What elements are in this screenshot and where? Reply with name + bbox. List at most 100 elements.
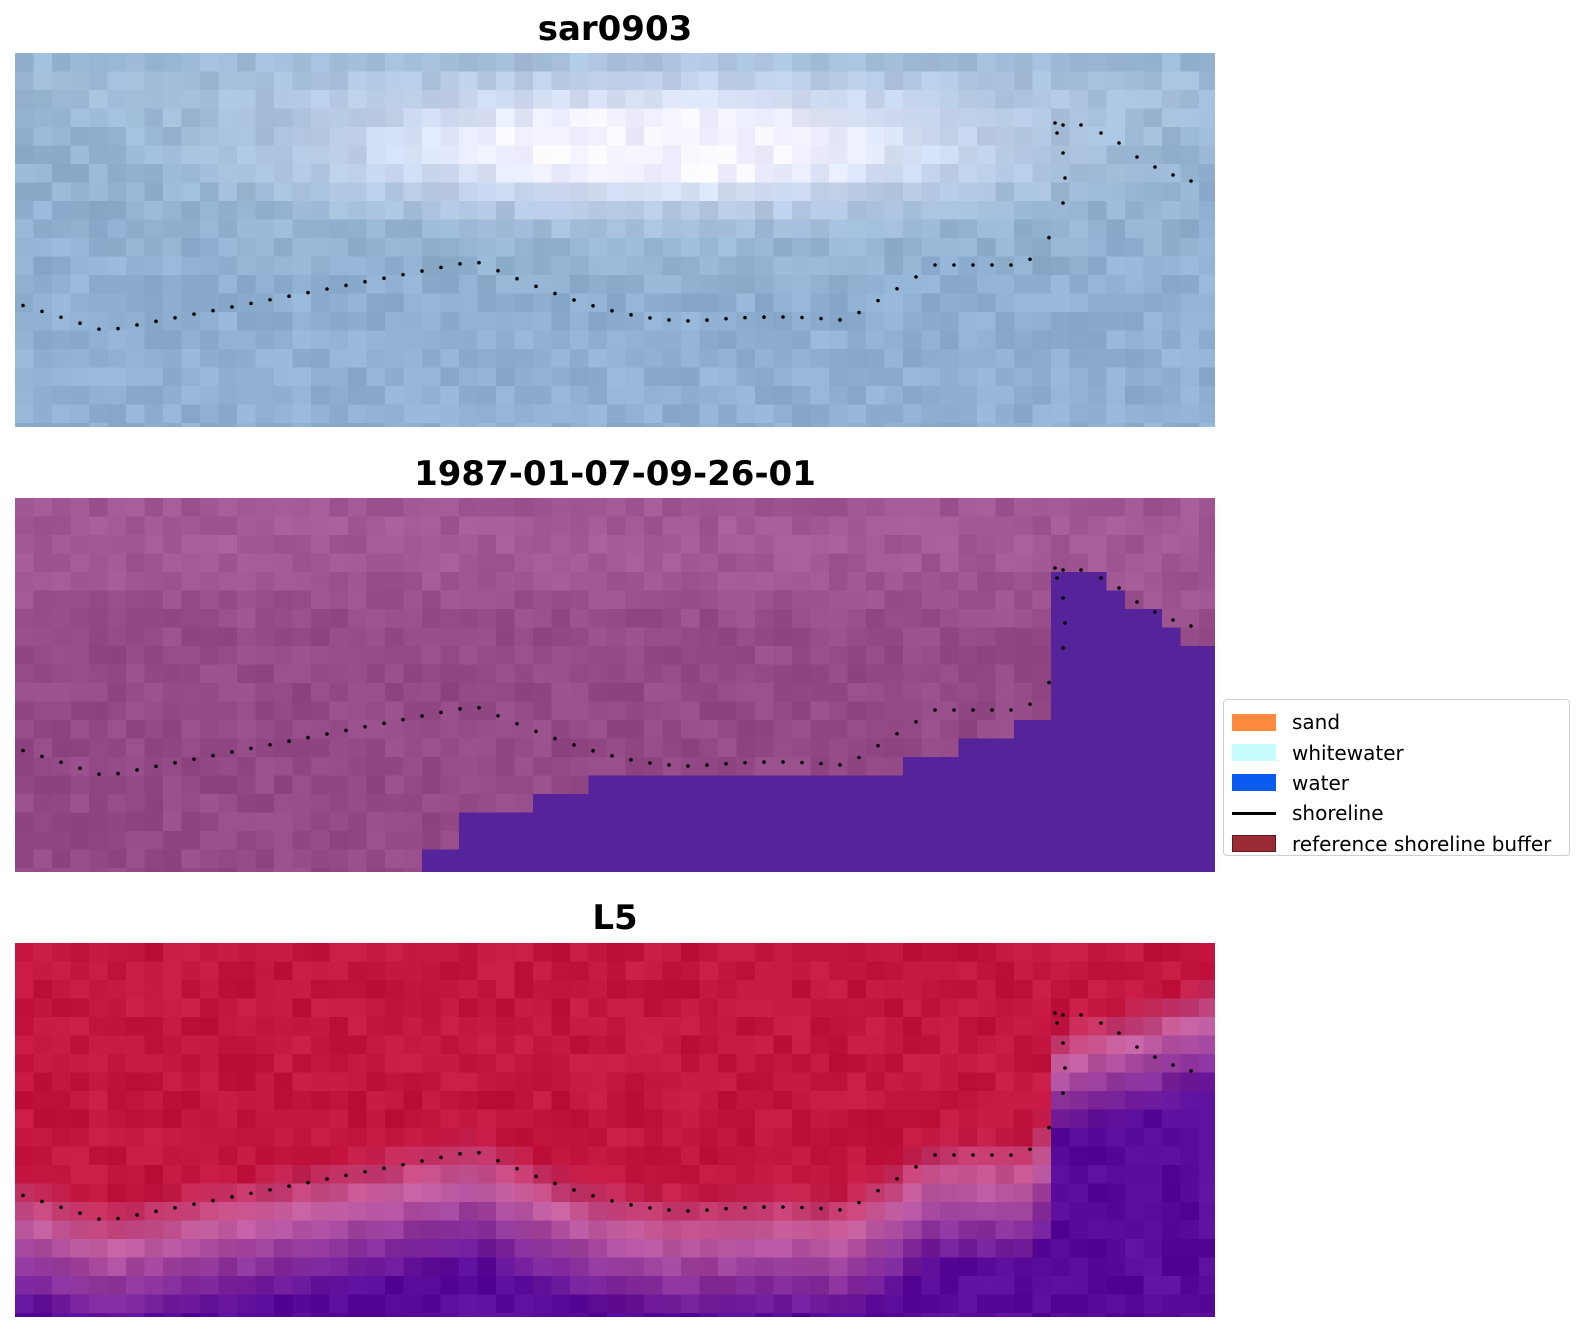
raster-pixel [644, 757, 664, 777]
raster-pixel [126, 590, 146, 610]
raster-pixel [181, 738, 201, 758]
raster-pixel [607, 1294, 627, 1314]
raster-pixel [311, 775, 331, 795]
raster-pixel [1162, 701, 1182, 721]
shoreline-dot [781, 1205, 785, 1209]
raster-pixel [625, 386, 645, 406]
raster-pixel [921, 423, 941, 427]
raster-pixel [422, 386, 442, 406]
raster-pixel [514, 201, 534, 221]
raster-pixel [311, 794, 331, 814]
raster-pixel [607, 1128, 627, 1148]
raster-pixel [736, 1146, 756, 1166]
raster-pixel [292, 1165, 312, 1185]
raster-pixel [1143, 386, 1163, 406]
raster-pixel [940, 590, 960, 610]
raster-pixel [995, 1202, 1015, 1222]
raster-pixel [440, 980, 460, 1000]
raster-pixel [1199, 90, 1215, 110]
raster-pixel [514, 572, 534, 592]
raster-pixel [903, 980, 923, 1000]
shoreline-dot [952, 1153, 956, 1157]
raster-pixel [274, 1202, 294, 1222]
raster-pixel [1125, 590, 1145, 610]
raster-pixel [1162, 572, 1182, 592]
raster-pixel [144, 1313, 164, 1317]
raster-pixel [70, 998, 90, 1018]
raster-pixel [681, 646, 701, 666]
raster-pixel [755, 127, 775, 147]
raster-pixel [718, 256, 738, 276]
raster-pixel [200, 535, 220, 555]
raster-pixel [1014, 738, 1034, 758]
raster-pixel [847, 646, 867, 666]
raster-pixel [422, 293, 442, 313]
raster-pixel [755, 201, 775, 221]
raster-pixel [1069, 961, 1089, 981]
raster-pixel [403, 1165, 423, 1185]
raster-pixel [903, 330, 923, 350]
water-swatch [1232, 774, 1276, 792]
raster-pixel [255, 1239, 275, 1259]
raster-pixel [1014, 720, 1034, 740]
raster-pixel [551, 646, 571, 666]
raster-pixel [1199, 1128, 1215, 1148]
raster-pixel [644, 275, 664, 295]
raster-pixel [681, 1276, 701, 1296]
raster-pixel [940, 498, 960, 518]
raster-pixel [422, 646, 442, 666]
raster-pixel [477, 664, 497, 684]
raster-pixel [1199, 145, 1215, 165]
raster-pixel [533, 423, 553, 427]
raster-pixel [181, 1276, 201, 1296]
raster-pixel [200, 1035, 220, 1055]
shoreline-dot [173, 760, 177, 765]
raster-pixel [681, 961, 701, 981]
raster-pixel [681, 1035, 701, 1055]
raster-pixel [921, 127, 941, 147]
raster-pixel [107, 664, 127, 684]
raster-pixel [903, 701, 923, 721]
raster-pixel [829, 330, 849, 350]
raster-pixel [15, 164, 35, 184]
raster-pixel [237, 1257, 257, 1277]
raster-pixel [1032, 275, 1052, 295]
raster-pixel [348, 1091, 368, 1111]
raster-pixel [274, 701, 294, 721]
shoreline-dot [268, 742, 272, 747]
raster-pixel [255, 1072, 275, 1092]
raster-pixel [662, 1128, 682, 1148]
raster-pixel [237, 1202, 257, 1222]
raster-pixel [940, 1276, 960, 1296]
shoreline-dot [154, 1209, 158, 1214]
raster-pixel [1180, 1091, 1200, 1111]
raster-pixel [329, 701, 349, 721]
raster-pixel [884, 1220, 904, 1240]
raster-pixel [921, 664, 941, 684]
raster-pixel [52, 349, 72, 369]
raster-pixel [1032, 182, 1052, 202]
raster-pixel [126, 145, 146, 165]
raster-pixel [107, 998, 127, 1018]
raster-pixel [107, 1054, 127, 1074]
raster-pixel [551, 1109, 571, 1129]
raster-pixel [903, 312, 923, 332]
shoreline-dot [743, 760, 747, 765]
raster-pixel [403, 720, 423, 740]
raster-pixel [903, 831, 923, 851]
raster-pixel [385, 90, 405, 110]
raster-pixel [70, 664, 90, 684]
raster-pixel [218, 330, 238, 350]
raster-pixel [1199, 423, 1215, 427]
raster-pixel [792, 127, 812, 147]
raster-pixel [514, 145, 534, 165]
raster-pixel [144, 738, 164, 758]
shoreline-dot [610, 308, 614, 313]
raster-pixel [570, 1183, 590, 1203]
raster-pixel [70, 701, 90, 721]
raster-pixel [940, 757, 960, 777]
raster-pixel [829, 1109, 849, 1129]
raster-pixel [1088, 794, 1108, 814]
raster-pixel [403, 90, 423, 110]
raster-pixel [1143, 701, 1163, 721]
